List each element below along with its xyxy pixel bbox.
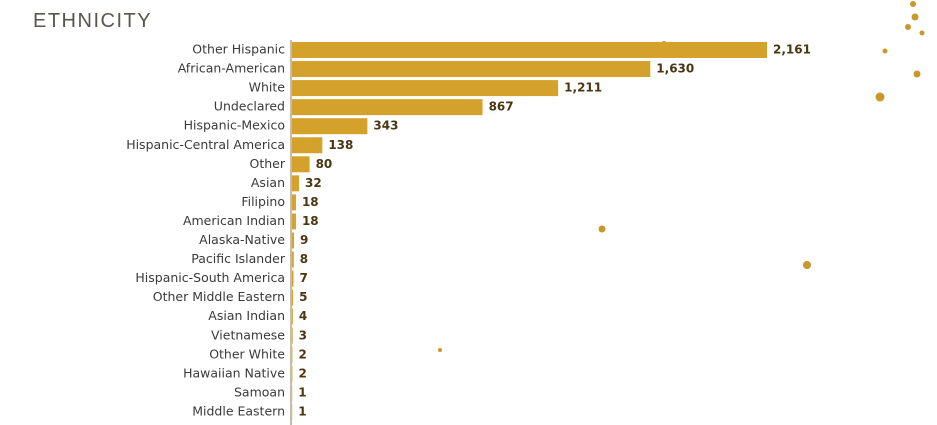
- category-label: Alaska-Native: [199, 232, 285, 247]
- category-label: Pacific Islander: [191, 251, 286, 266]
- value-label: 4: [299, 309, 307, 323]
- category-label: White: [249, 80, 286, 95]
- value-label: 5: [299, 290, 307, 304]
- value-label: 1,211: [564, 81, 602, 95]
- value-label: 343: [373, 119, 398, 133]
- category-label: Other Middle Eastern: [153, 289, 285, 304]
- value-label: 18: [302, 195, 319, 209]
- value-label: 9: [300, 233, 308, 247]
- value-label: 1,630: [656, 62, 694, 76]
- category-label: Asian Indian: [208, 308, 285, 323]
- value-label: 80: [316, 157, 333, 171]
- bar: [292, 61, 651, 78]
- value-label: 2: [298, 366, 306, 380]
- value-label: 867: [489, 100, 514, 114]
- bar: [292, 118, 368, 135]
- category-label: American Indian: [183, 213, 285, 228]
- value-label: 1: [298, 385, 306, 399]
- category-label: Other White: [209, 346, 285, 361]
- category-label: Hispanic-Central America: [126, 137, 285, 152]
- value-label: 7: [300, 271, 308, 285]
- category-label: Hawaiian Native: [183, 365, 285, 380]
- bar: [292, 194, 296, 211]
- bar: [292, 289, 294, 306]
- bar: [292, 156, 310, 173]
- value-label: 32: [305, 176, 322, 190]
- category-label: African-American: [178, 61, 285, 76]
- bar: [292, 99, 483, 116]
- bar: [292, 270, 294, 287]
- category-label: Hispanic-Mexico: [184, 118, 285, 133]
- value-label: 2,161: [773, 43, 811, 57]
- value-label: 138: [328, 138, 353, 152]
- bar: [292, 308, 293, 325]
- category-label: Hispanic-South America: [135, 270, 285, 285]
- category-label: Middle Eastern: [192, 403, 285, 418]
- chart-title: ETHNICITY: [33, 10, 152, 32]
- category-label: Asian: [251, 175, 285, 190]
- bar: [292, 80, 559, 97]
- value-label: 18: [302, 214, 319, 228]
- category-label: Filipino: [241, 194, 285, 209]
- category-label: Other: [250, 156, 286, 171]
- bar: [292, 251, 294, 268]
- value-label: 1: [298, 404, 306, 418]
- bar: [292, 213, 296, 230]
- value-label: 8: [300, 252, 308, 266]
- category-label: Other Hispanic: [192, 42, 285, 57]
- value-label: 2: [298, 347, 306, 361]
- bar: [292, 175, 300, 192]
- bar: [292, 42, 767, 58]
- category-label: Undeclared: [214, 99, 285, 114]
- category-label: Samoan: [234, 384, 285, 399]
- bar: [292, 137, 323, 154]
- bar: [292, 232, 294, 249]
- category-label: Vietnamese: [211, 327, 285, 342]
- bar: [292, 327, 293, 344]
- value-label: 3: [299, 328, 307, 342]
